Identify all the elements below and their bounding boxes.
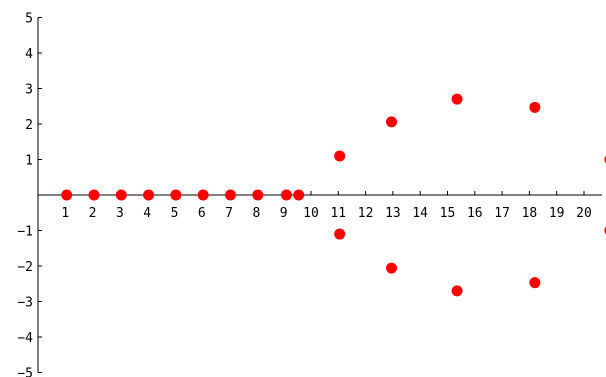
x-tick-label: 16 xyxy=(467,206,483,221)
x-tick-label: 4 xyxy=(143,206,151,221)
x-tick-label: 1 xyxy=(61,206,69,221)
data-point xyxy=(61,189,73,201)
data-point xyxy=(386,262,398,274)
data-point xyxy=(451,93,463,105)
data-point xyxy=(143,189,155,201)
y-tick-label: 5 xyxy=(25,12,33,27)
x-tick-label: 5 xyxy=(171,206,179,221)
x-tick-label: 6 xyxy=(198,206,206,221)
x-tick-label: 17 xyxy=(494,206,510,221)
y-tick-label: −2 xyxy=(17,260,33,275)
data-point xyxy=(115,189,127,201)
y-tick-label: −1 xyxy=(17,225,33,240)
y-tick-label: 1 xyxy=(25,154,33,169)
data-point xyxy=(529,101,541,113)
x-tick-label: 9 xyxy=(280,206,288,221)
x-tick-label: 3 xyxy=(116,206,124,221)
y-tick-label: 3 xyxy=(25,83,33,98)
x-tick-label: 18 xyxy=(522,206,538,221)
y-tick-label: −5 xyxy=(17,367,33,377)
data-point xyxy=(170,189,182,201)
x-tick-label: 10 xyxy=(303,206,319,221)
data-point xyxy=(293,189,305,201)
x-tick-label: 15 xyxy=(440,206,456,221)
data-point xyxy=(334,228,346,240)
data-point xyxy=(451,285,463,297)
data-points xyxy=(61,93,606,297)
y-tick-label: 2 xyxy=(25,118,33,133)
data-point xyxy=(386,116,398,128)
y-tick-label: −4 xyxy=(17,331,33,346)
x-tick-label: 2 xyxy=(89,206,97,221)
x-tick-label: 12 xyxy=(358,206,374,221)
y-tick-label: −3 xyxy=(17,296,33,311)
x-tick-label: 19 xyxy=(549,206,565,221)
data-point xyxy=(529,277,541,289)
axes xyxy=(37,17,602,373)
x-tick-label: 14 xyxy=(412,206,428,221)
data-point xyxy=(88,189,100,201)
x-tick-label: 8 xyxy=(252,206,260,221)
x-tick-label: 20 xyxy=(576,206,592,221)
data-point xyxy=(197,189,209,201)
x-tick-label: 7 xyxy=(225,206,233,221)
x-tick-label: 11 xyxy=(330,206,346,221)
x-tick-label: 13 xyxy=(385,206,401,221)
data-point xyxy=(334,150,346,162)
y-ticks: −5 −4 −3 −2 −1 1 2 3 4 5 xyxy=(17,12,42,377)
data-point xyxy=(224,189,236,201)
data-point xyxy=(252,189,264,201)
x-ticks: 1 2 3 4 5 6 7 8 9 10 11 12 13 14 15 16 17 18 19 20 xyxy=(61,191,592,221)
y-tick-label: 4 xyxy=(25,47,33,62)
data-point xyxy=(280,189,292,201)
